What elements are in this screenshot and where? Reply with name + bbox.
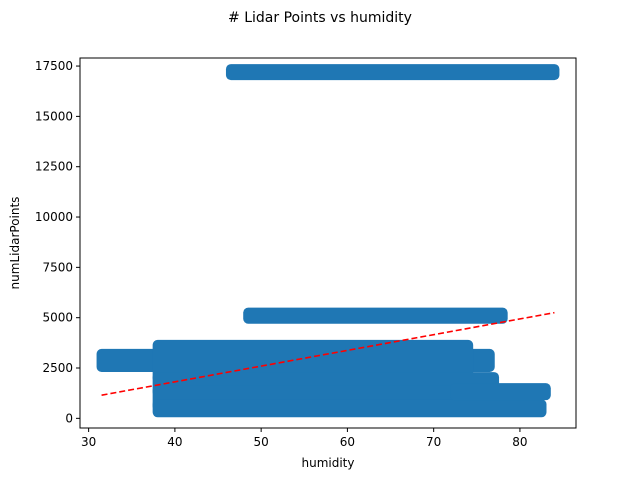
y-tick-label: 0: [65, 411, 73, 425]
scatter-point-band-1: [225, 64, 560, 81]
plot-frame: [79, 57, 577, 429]
y-axis-label: numLidarPoints: [8, 197, 22, 290]
y-tick-label: 5000: [42, 311, 73, 325]
y-tick-label: 10000: [35, 210, 73, 224]
scatter-point-band-7: [152, 399, 547, 418]
x-tick-label: 70: [426, 435, 441, 449]
trend-line: [101, 311, 555, 396]
y-tick-label: 7500: [42, 260, 73, 274]
y-tick-label: 2500: [42, 361, 73, 375]
x-tick-label: 30: [81, 435, 96, 449]
trend-line-segment: [101, 311, 555, 396]
x-tick-label: 60: [340, 435, 355, 449]
x-tick-label: 40: [167, 435, 182, 449]
y-tick-label: 12500: [35, 160, 73, 174]
plot-area: [79, 57, 577, 429]
x-tick-label: 80: [512, 435, 527, 449]
scatter-point-band-2: [243, 307, 508, 324]
y-tick-label: 17500: [35, 59, 73, 73]
x-axis-label: humidity: [302, 456, 355, 470]
chart-title: # Lidar Points vs humidity: [228, 10, 412, 26]
y-tick-label: 15000: [35, 109, 73, 123]
scatter-point-band-8: [450, 383, 551, 401]
scatter-points: [96, 64, 560, 418]
y-axis-ticks: 0 2500 5000 7500 10000 12500 15000 17500: [35, 59, 80, 425]
x-axis-ticks: 30 40 50 60 70 80: [81, 428, 528, 449]
x-tick-label: 50: [254, 435, 269, 449]
